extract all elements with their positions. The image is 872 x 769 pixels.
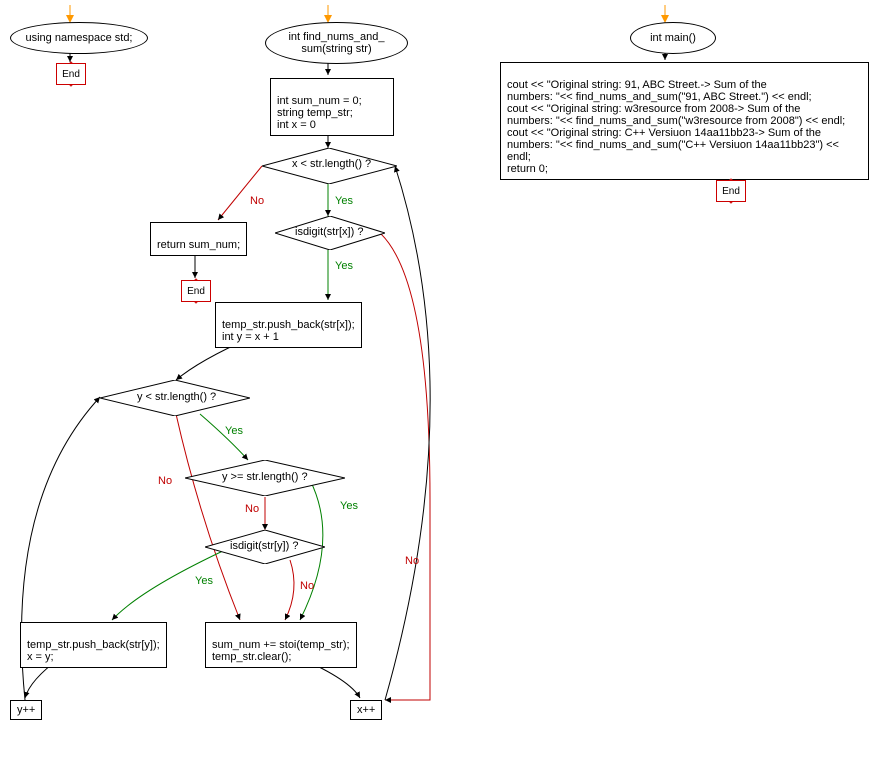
cond1-no: No [250,195,264,207]
cond4-no: No [245,503,259,515]
xpp-label: x++ [357,704,375,716]
main-body-node: cout << "Original string: 91, ABC Street… [500,62,869,180]
end-label-1: End [62,69,80,80]
return-node: return sum_num; [150,222,247,256]
cond1-label: x < str.length() ? [292,158,371,170]
cond2-yes: Yes [335,260,353,272]
xpp-node: x++ [350,700,382,720]
cond5-no: No [300,580,314,592]
cond1-yes: Yes [335,195,353,207]
push-x-label: temp_str.push_back(str[x]); int y = x + … [222,319,355,343]
sum-label: sum_num += stoi(temp_str); temp_str.clea… [212,639,350,663]
end-node-2: End [181,280,211,302]
cond4-label: y >= str.length() ? [222,471,308,483]
func-label: int find_nums_and_ sum(string str) [288,31,384,55]
ns-label: using namespace std; [25,32,132,44]
cond3-label: y < str.length() ? [137,391,216,403]
end-node-3: End [716,180,746,202]
ns-node: using namespace std; [10,22,148,54]
init-label: int sum_num = 0; string temp_str; int x … [277,95,362,131]
cond3-no: No [158,475,172,487]
ypp-label: y++ [17,704,35,716]
sum-node: sum_num += stoi(temp_str); temp_str.clea… [205,622,357,668]
return-label: return sum_num; [157,239,240,251]
main-node: int main() [630,22,716,54]
cond4-yes: Yes [340,500,358,512]
init-node: int sum_num = 0; string temp_str; int x … [270,78,394,136]
push-y-node: temp_str.push_back(str[y]); x = y; [20,622,167,668]
cond5-yes: Yes [195,575,213,587]
end-label-2: End [187,286,205,297]
end-label-3: End [722,186,740,197]
cond2-no: No [405,555,419,567]
push-y-label: temp_str.push_back(str[y]); x = y; [27,639,160,663]
main-label: int main() [650,32,696,44]
ypp-node: y++ [10,700,42,720]
end-node-1: End [56,63,86,85]
func-node: int find_nums_and_ sum(string str) [265,22,408,64]
cond5-label: isdigit(str[y]) ? [230,540,298,552]
cond3-yes: Yes [225,425,243,437]
main-body-label: cout << "Original string: 91, ABC Street… [507,79,845,175]
cond2-label: isdigit(str[x]) ? [295,226,363,238]
push-x-node: temp_str.push_back(str[x]); int y = x + … [215,302,362,348]
